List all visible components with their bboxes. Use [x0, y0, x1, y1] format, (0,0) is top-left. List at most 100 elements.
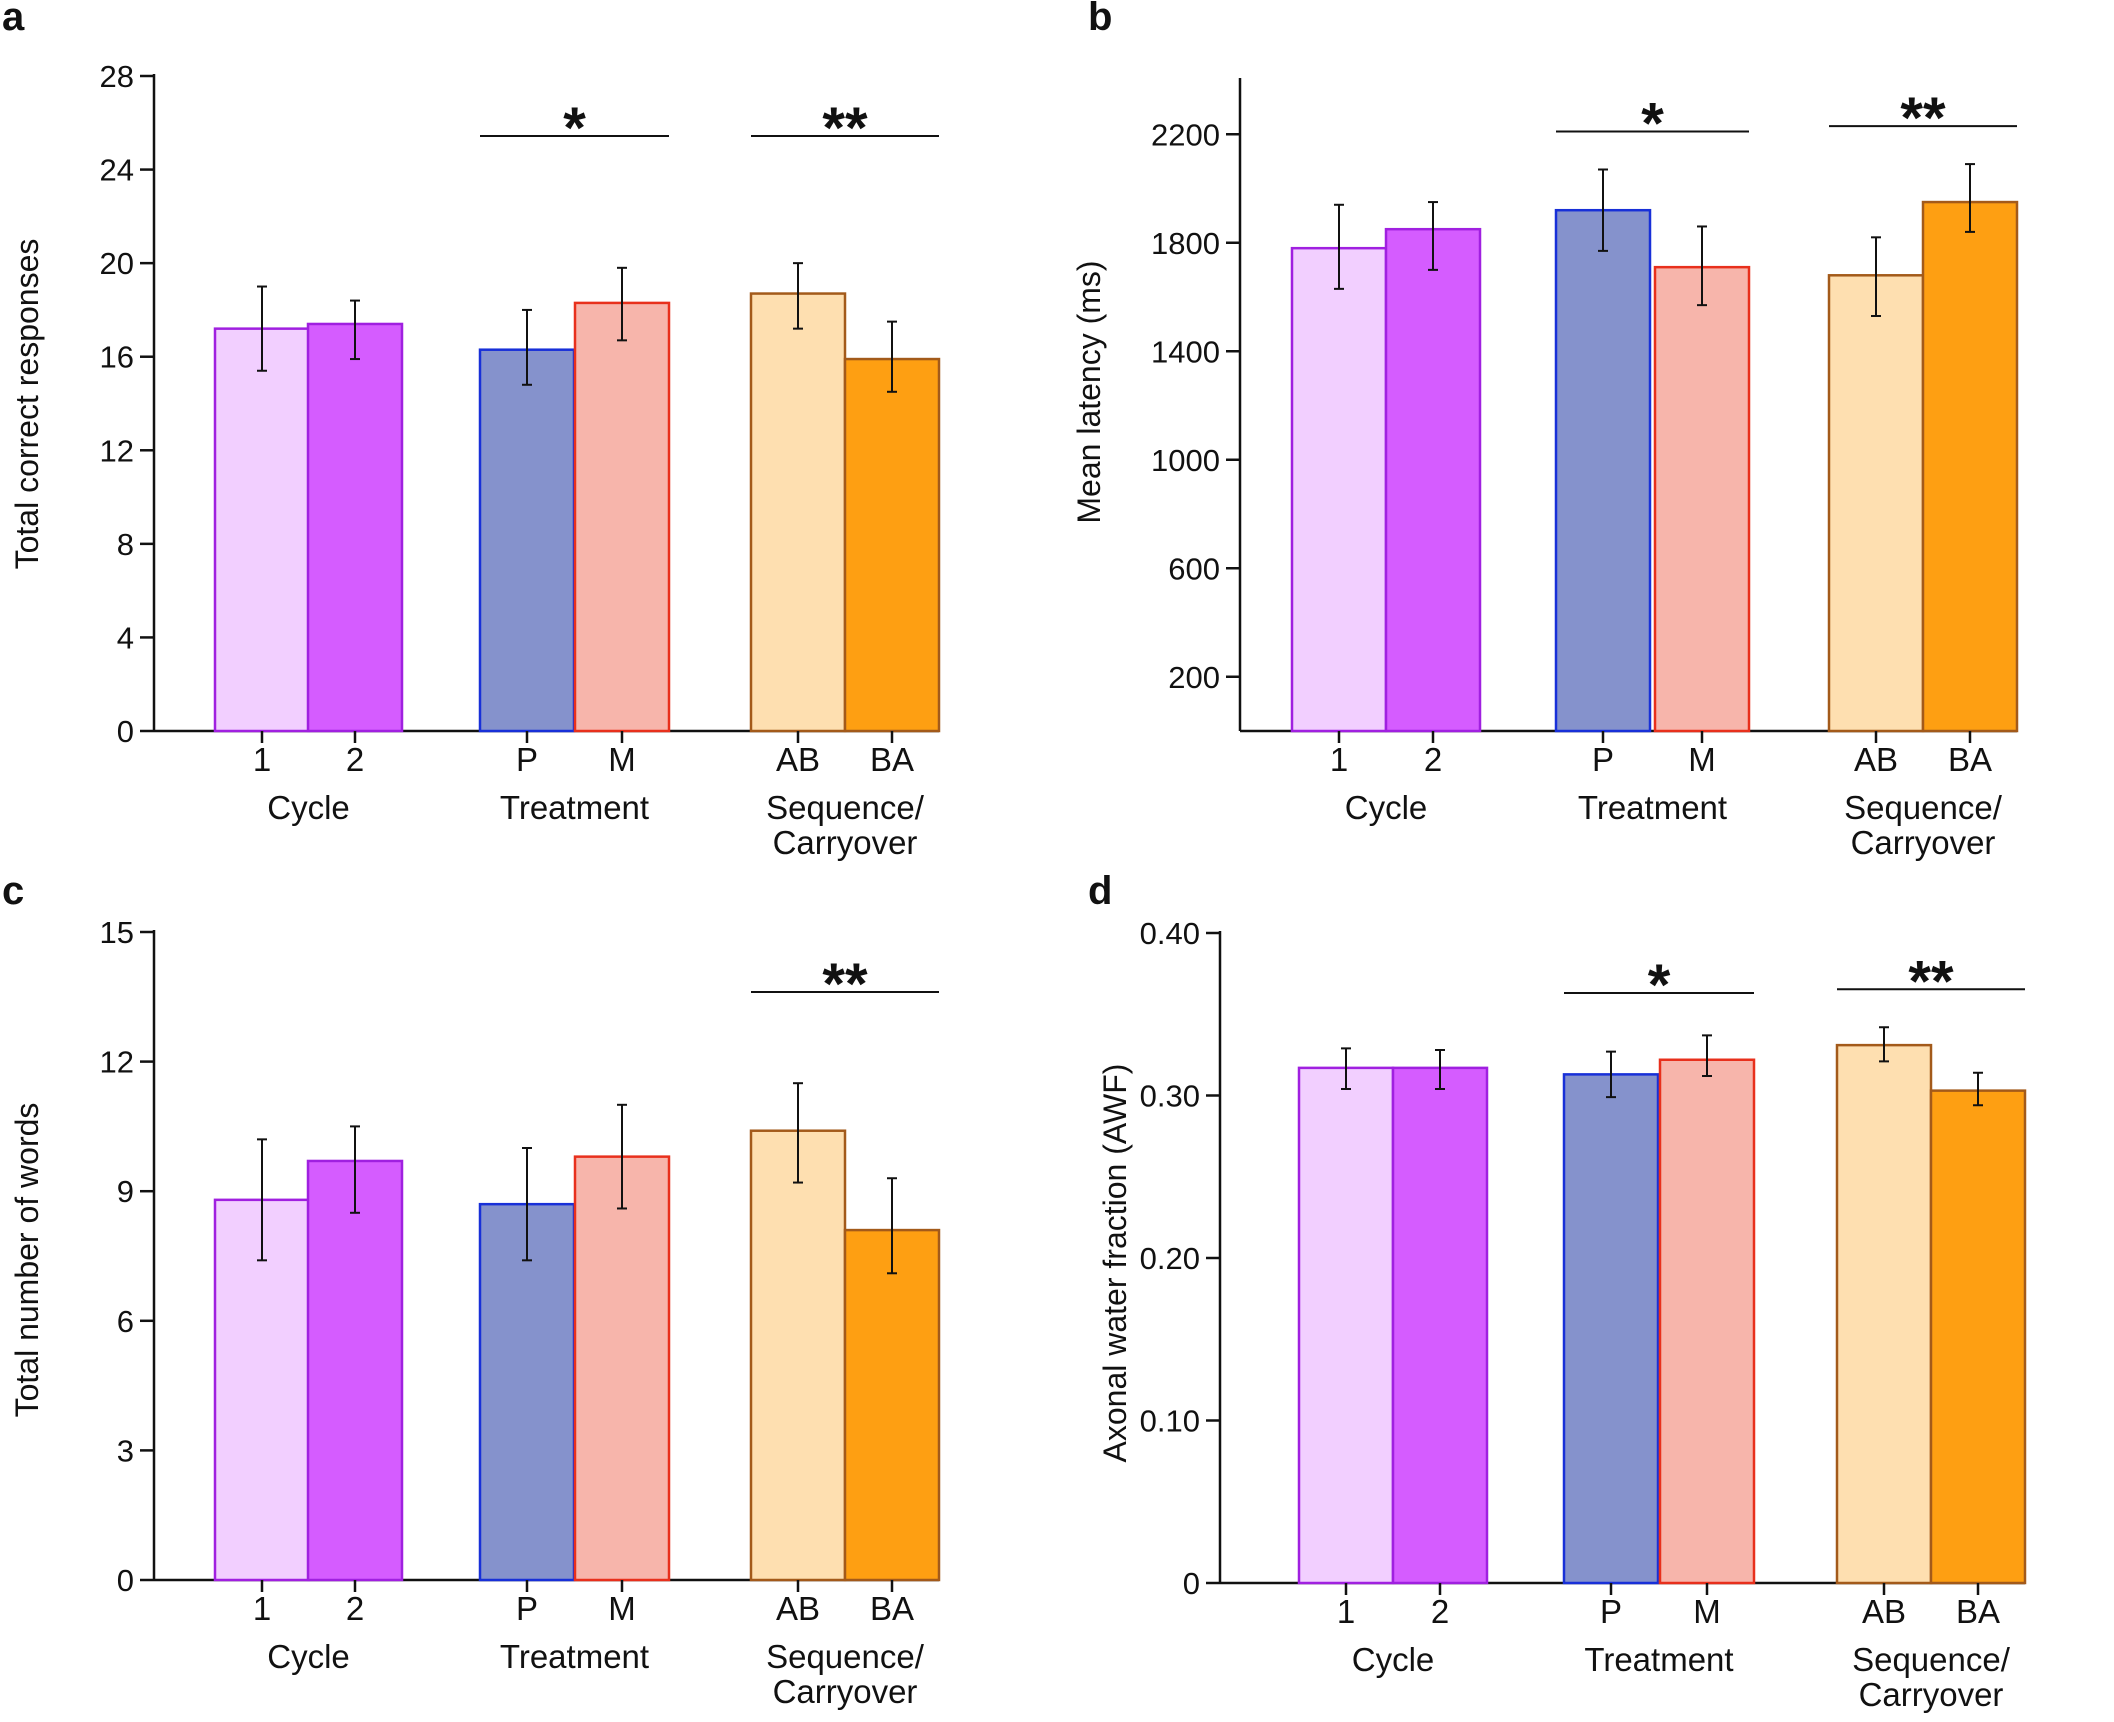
panel-c-y-tick-label: 6	[117, 1304, 134, 1339]
panel-d-bar-m	[1658, 1058, 1756, 1585]
panel-a-group-label: Treatment	[500, 789, 649, 826]
panel-c-category-label: M	[608, 1590, 636, 1627]
panel-d-group-label-line2: Carryover	[1859, 1676, 2004, 1713]
panel-b-bar-p	[1554, 208, 1652, 733]
panel-b-group-label: Sequence/	[1844, 789, 2003, 826]
panel-d-y-tick-label: 0.40	[1140, 916, 1200, 951]
panel-b-category-label: BA	[1948, 741, 1992, 778]
panel-d-significance-star: **	[1908, 949, 1954, 1014]
panel-a-bar-p	[478, 348, 576, 733]
panel-b-category-label: P	[1592, 741, 1614, 778]
panel-a-y-tick-label: 0	[117, 714, 134, 749]
panel-b-letter: b	[1088, 0, 1112, 39]
panel-d-category-label: 1	[1337, 1593, 1355, 1630]
panel-a-bar-1	[213, 327, 311, 733]
panel-d-significance-star: *	[1648, 953, 1671, 1018]
panel-b-y-tick-label: 1000	[1151, 443, 1220, 478]
panel-c-y-tick-label: 3	[117, 1433, 134, 1468]
panel-c-letter: c	[2, 869, 24, 913]
panel-d-category-label: AB	[1862, 1593, 1906, 1630]
panel-a-bar-ba	[843, 357, 941, 733]
panel-c-group-label: Treatment	[500, 1638, 649, 1675]
panel-b-category-label: 2	[1424, 741, 1442, 778]
panel-a-letter: a	[2, 0, 25, 39]
panel-b-category-label: 1	[1330, 741, 1348, 778]
panel-c-category-label: P	[516, 1590, 538, 1627]
panel-d-group-label: Cycle	[1352, 1641, 1435, 1678]
panel-c-y-tick-label: 0	[117, 1563, 134, 1598]
panel-d-category-label: P	[1600, 1593, 1622, 1630]
panel-d-category-label: BA	[1956, 1593, 2000, 1630]
panel-d-category-label: M	[1693, 1593, 1721, 1630]
panel-a-y-tick-label: 16	[100, 340, 134, 375]
panel-a-group-label-line2: Carryover	[773, 824, 918, 861]
panel-c-group-label: Sequence/	[766, 1638, 925, 1675]
panel-a-y-tick-label: 20	[100, 246, 134, 281]
panel-d-bar-p	[1562, 1073, 1660, 1585]
panel-a-bar-m	[573, 301, 671, 733]
panel-c-category-label: 1	[253, 1590, 271, 1627]
panel-a-category-label: M	[608, 741, 636, 778]
panel-c-y-tick-label: 12	[100, 1045, 134, 1080]
panel-d-bar-ab	[1835, 1043, 1933, 1585]
panel-b-y-tick-label: 200	[1168, 660, 1220, 695]
panel-b-y-tick-label: 1800	[1151, 226, 1220, 261]
panel-b-significance-star: **	[1900, 86, 1946, 151]
panel-c-bar-ab	[749, 1129, 847, 1582]
panel-b-y-tick-label: 600	[1168, 551, 1220, 586]
panel-c-y-axis-label: Total number of words	[9, 1103, 45, 1418]
panel-b-bar-1	[1290, 246, 1388, 733]
panel-c-bar-ba	[843, 1228, 941, 1582]
panel-a-y-tick-label: 24	[100, 153, 134, 188]
panel-b-bar-2	[1384, 227, 1482, 733]
panel-b-bar-m	[1653, 265, 1751, 733]
panel-c-bar-m	[573, 1155, 671, 1582]
panel-c-category-label: AB	[776, 1590, 820, 1627]
panel-a-category-label: BA	[870, 741, 914, 778]
panel-b-bar-ab	[1827, 274, 1925, 733]
panel-c-category-label: 2	[346, 1590, 364, 1627]
panel-d-letter: d	[1088, 869, 1112, 913]
panel-a-group-label: Sequence/	[766, 789, 925, 826]
panel-b-y-tick-label: 2200	[1151, 117, 1220, 152]
panel-c-significance-star: **	[822, 952, 868, 1017]
panel-b-category-label: AB	[1854, 741, 1898, 778]
panel-a-bar-2	[306, 322, 404, 733]
panel-d-y-tick-label: 0	[1183, 1566, 1200, 1601]
panel-a-y-tick-label: 8	[117, 527, 134, 562]
panel-c-bar-p	[478, 1202, 576, 1582]
panel-b-bar-ba	[1921, 200, 2019, 733]
panel-a-category-label: 1	[253, 741, 271, 778]
panel-a-category-label: 2	[346, 741, 364, 778]
panel-d-group-label: Treatment	[1584, 1641, 1733, 1678]
panel-a-bar-ab	[749, 292, 847, 733]
panel-c-category-label: BA	[870, 1590, 914, 1627]
panel-a-significance-star: *	[563, 96, 586, 161]
panel-d-y-tick-label: 0.20	[1140, 1241, 1200, 1276]
panel-c-group-label: Cycle	[267, 1638, 350, 1675]
panel-a-y-tick-label: 12	[100, 433, 134, 468]
panel-a-y-tick-label: 4	[117, 620, 134, 655]
panel-b-group-label: Cycle	[1345, 789, 1428, 826]
panel-b-y-axis-label: Mean latency (ms)	[1071, 260, 1107, 523]
panel-d-group-label: Sequence/	[1852, 1641, 2011, 1678]
panel-a-significance-star: **	[822, 96, 868, 161]
panel-b-group-label: Treatment	[1578, 789, 1727, 826]
panel-c-y-tick-label: 9	[117, 1174, 134, 1209]
panel-a-group-label: Cycle	[267, 789, 350, 826]
panel-c-y-tick-label: 15	[100, 915, 134, 950]
panel-d-category-label: 2	[1431, 1593, 1449, 1630]
panel-c-bar-1	[213, 1198, 311, 1582]
panel-c-group-label-line2: Carryover	[773, 1673, 918, 1710]
panel-a-y-axis-label: Total correct responses	[9, 239, 45, 570]
panel-c-bar-2	[306, 1159, 404, 1582]
panel-b-group-label-line2: Carryover	[1851, 824, 1996, 861]
panel-d-y-axis-label: Axonal water fraction (AWF)	[1097, 1064, 1133, 1463]
panel-d-bar-ba	[1929, 1089, 2027, 1585]
panel-a-category-label: P	[516, 741, 538, 778]
panel-d-y-tick-label: 0.10	[1140, 1404, 1200, 1439]
panel-a-category-label: AB	[776, 741, 820, 778]
panel-d-bar-2	[1391, 1066, 1489, 1585]
panel-b-significance-star: *	[1641, 92, 1664, 157]
